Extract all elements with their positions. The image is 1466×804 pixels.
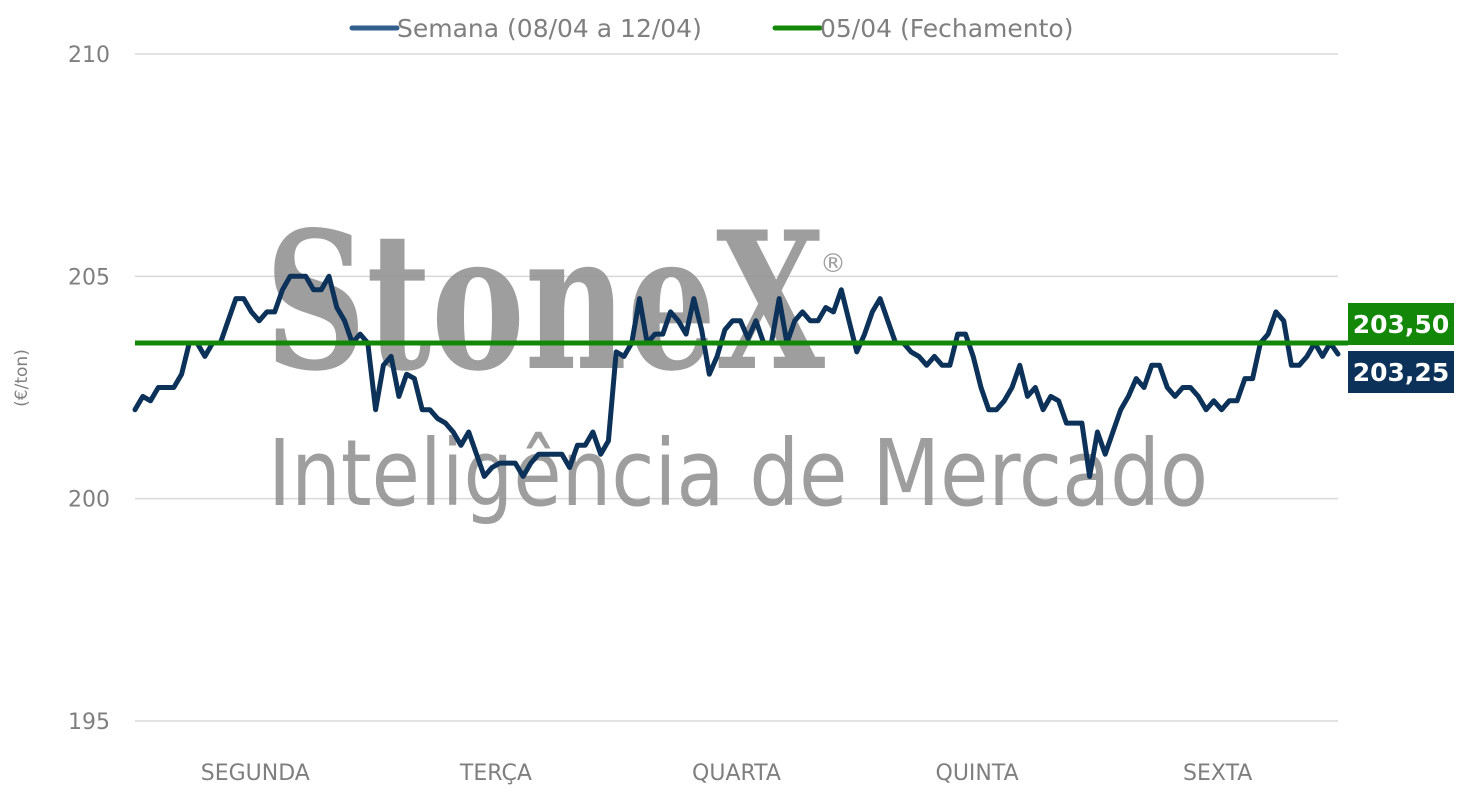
x-category-label: SEGUNDA	[201, 761, 310, 786]
watermark-brand: StoneX	[265, 190, 825, 413]
legend-label: Semana (08/04 a 12/04)	[397, 14, 702, 43]
end-label-semana: 203,25	[1348, 351, 1454, 393]
y-tick-label: 200	[68, 488, 110, 513]
y-tick-label: 205	[68, 265, 110, 290]
watermark-registered: ®	[820, 249, 846, 279]
end-label-fechamento: 203,50	[1348, 303, 1454, 345]
series-layer	[132, 273, 1348, 479]
x-category-label: QUARTA	[692, 761, 781, 786]
legend: Semana (08/04 a 12/04) 05/04 (Fechamento)	[349, 14, 1073, 43]
y-tick-label: 195	[68, 710, 110, 735]
x-category-label: SEXTA	[1183, 761, 1252, 786]
x-category-label: TERÇA	[459, 761, 532, 786]
legend-item-fechamento: 05/04 (Fechamento)	[772, 14, 1073, 43]
y-tick-label: 210	[68, 43, 110, 68]
x-category-label: QUINTA	[936, 761, 1019, 786]
watermark-tagline: Inteligência de Mercado	[268, 420, 1208, 527]
end-label-fechamento-box	[1348, 303, 1454, 345]
y-axis-ticks: 195 200 205 210	[68, 43, 110, 735]
legend-label: 05/04 (Fechamento)	[820, 14, 1073, 43]
end-label-semana-text: 203,25	[1353, 358, 1449, 387]
x-axis-categories: SEGUNDA TERÇA QUARTA QUINTA SEXTA	[201, 761, 1253, 786]
y-axis-label: (€/ton)	[12, 349, 32, 407]
series-line-semana	[132, 273, 1341, 479]
end-label-fechamento-text: 203,50	[1353, 310, 1449, 339]
watermark-logo: StoneX ® Inteligência de Mercado	[265, 190, 1208, 527]
gridlines	[135, 53, 1338, 722]
end-label-semana-box	[1348, 351, 1454, 393]
legend-item-semana: Semana (08/04 a 12/04)	[349, 14, 702, 43]
end-value-badges: 203,50 203,25	[1348, 303, 1454, 393]
